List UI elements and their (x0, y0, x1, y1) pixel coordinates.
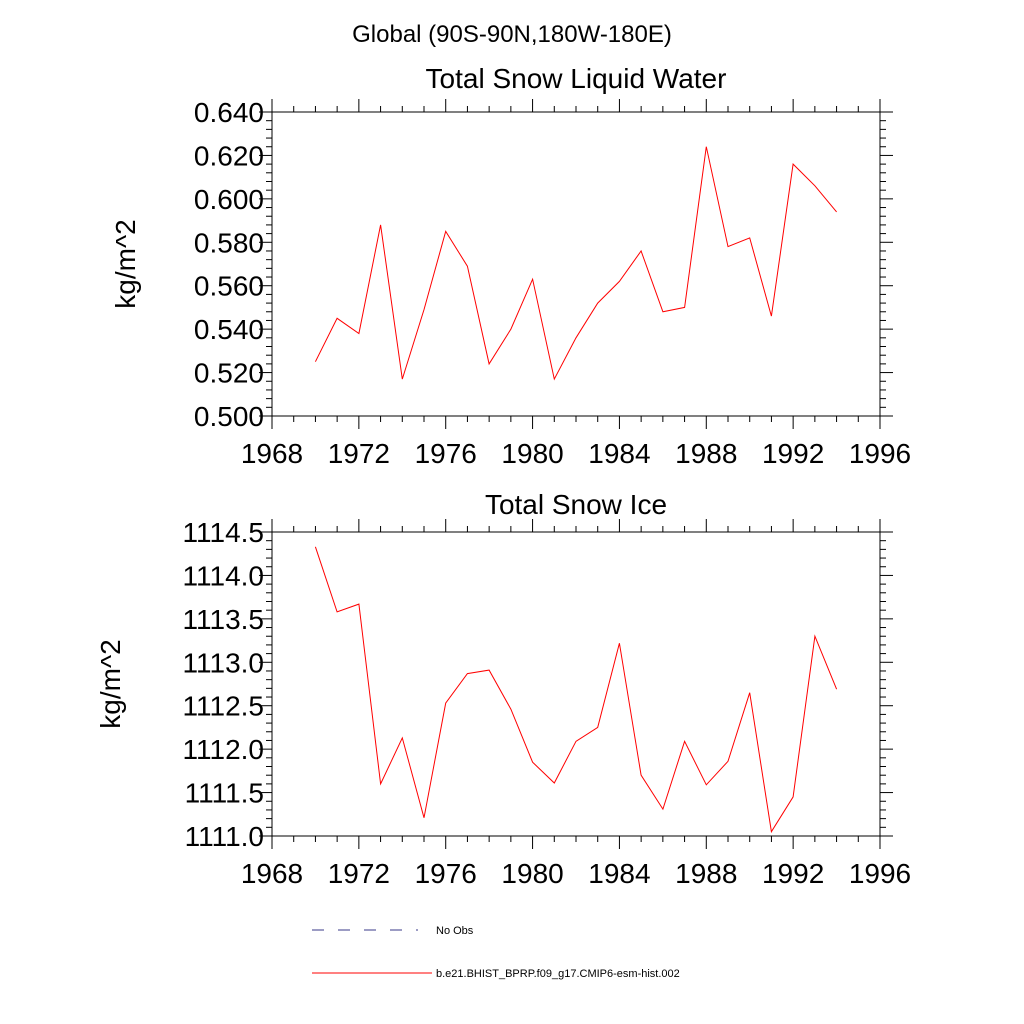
x-tick-label: 1976 (415, 858, 477, 889)
y-tick-label: 0.620 (194, 140, 264, 171)
y-tick-label: 1111.5 (185, 778, 264, 809)
y-tick-label: 0.500 (194, 401, 264, 432)
y-tick-label: 0.600 (194, 184, 264, 215)
panel-snow-ice: Total Snow Ice kg/m^2 1968 1972 1976 1980 1984… (95, 489, 911, 889)
x-tick-label: 1984 (588, 438, 650, 469)
x-tick-label: 1996 (849, 438, 911, 469)
x-tick-label: 1992 (762, 858, 824, 889)
plot-frame (271, 531, 881, 837)
panel-snow-liquid-water: Total Snow Liquid Water kg/m^2 1968 1972 197… (110, 63, 911, 469)
y-axis-label: kg/m^2 (95, 639, 126, 728)
plot-frame (271, 111, 881, 417)
chart-title: Total Snow Liquid Water (426, 63, 727, 94)
y-tick-label: 1113.5 (183, 604, 264, 635)
x-tick-label: 1972 (328, 438, 390, 469)
legend-label-no-obs: No Obs (436, 925, 474, 937)
x-tick-label: 1984 (588, 858, 650, 889)
y-tick-label: 1114.0 (183, 560, 264, 591)
y-tick-label: 0.540 (194, 314, 264, 345)
x-tick-label: 1996 (849, 858, 911, 889)
x-tick-label: 1968 (241, 858, 303, 889)
figure-title: Global (90S-90N,180W-180E) (352, 21, 672, 48)
y-axis-label: kg/m^2 (110, 219, 141, 308)
series-line (314, 146, 837, 381)
x-tick-label: 1976 (415, 438, 477, 469)
y-tick-label: 0.580 (194, 227, 264, 258)
x-tick-label: 1980 (501, 438, 563, 469)
x-tick-label: 1972 (328, 858, 390, 889)
y-tick-label: 0.520 (194, 358, 264, 389)
x-tick-label: 1968 (241, 438, 303, 469)
y-tick-label: 1114.5 (183, 517, 264, 548)
x-tick-label: 1980 (501, 858, 563, 889)
y-tick-label: 1112.5 (183, 691, 264, 722)
y-tick-label: 1112.0 (183, 734, 264, 765)
legend: No Obs b.e21.BHIST_BPRP.f09_g17.CMIP6-es… (312, 925, 680, 980)
x-tick-label: 1992 (762, 438, 824, 469)
y-tick-label: 0.560 (194, 271, 264, 302)
y-tick-label: 1113.0 (183, 647, 264, 678)
y-tick-label: 1111.0 (185, 821, 264, 852)
chart-title: Total Snow Ice (485, 489, 667, 520)
y-tick-label: 0.640 (194, 97, 264, 128)
series-line (314, 546, 838, 834)
legend-label-model: b.e21.BHIST_BPRP.f09_g17.CMIP6-esm-hist.… (436, 968, 680, 980)
x-tick-label: 1988 (675, 858, 737, 889)
x-tick-label: 1988 (675, 438, 737, 469)
